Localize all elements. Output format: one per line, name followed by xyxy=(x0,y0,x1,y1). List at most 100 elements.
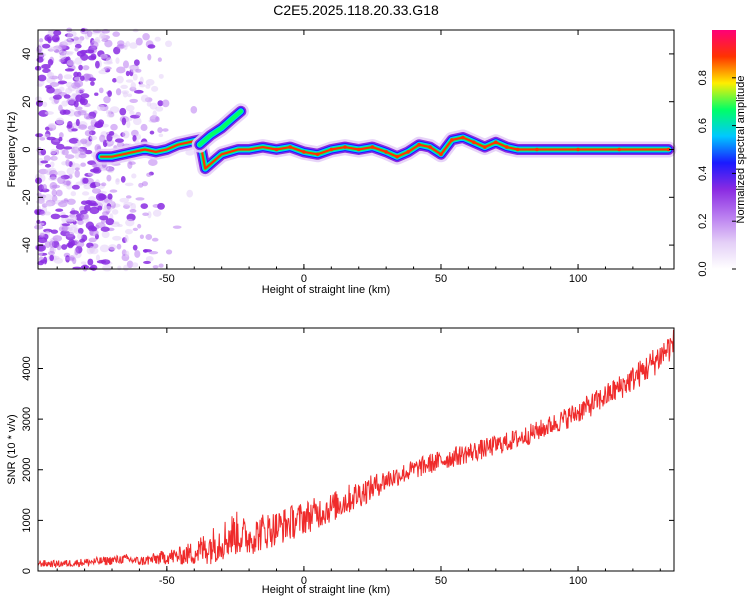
noise-blob xyxy=(151,237,159,242)
noise-blob xyxy=(100,226,110,232)
noise-blob xyxy=(35,133,44,138)
noise-blob xyxy=(59,214,69,219)
ridge-peak-dot xyxy=(417,142,421,147)
noise-blob xyxy=(44,241,51,249)
noise-blob xyxy=(121,117,127,126)
noise-blob xyxy=(48,122,57,129)
noise-blob xyxy=(66,98,77,105)
noise-blob xyxy=(147,53,152,61)
noise-blob xyxy=(38,168,49,175)
noise-blob xyxy=(85,115,94,120)
noise-blob xyxy=(44,111,54,115)
noise-blob xyxy=(33,224,44,230)
noise-blob xyxy=(37,74,47,82)
snr-frame xyxy=(37,327,675,572)
noise-blob xyxy=(63,94,71,99)
noise-blob xyxy=(158,133,164,138)
noise-blob xyxy=(82,65,90,71)
noise-blob xyxy=(109,106,120,114)
noise-blob xyxy=(53,45,63,54)
noise-blob xyxy=(38,38,44,43)
noise-blob xyxy=(130,82,136,90)
x-tick-label: 50 xyxy=(435,575,447,587)
noise-blob xyxy=(84,129,93,137)
ridge-peak-dot xyxy=(461,135,465,140)
noise-blob xyxy=(115,75,124,84)
noise-blob xyxy=(165,40,173,48)
noise-blob xyxy=(99,53,108,59)
noise-blob xyxy=(55,117,65,125)
noise-blob xyxy=(75,94,83,102)
figure-title: C2E5.2025.118.20.33.G18 xyxy=(273,2,439,18)
colorbar-ticks: 0.0 0.2 0.4 0.6 0.8 xyxy=(697,70,736,277)
noise-blob xyxy=(55,143,65,150)
noise-blob xyxy=(78,124,88,130)
noise-blob xyxy=(66,167,75,176)
noise-blob xyxy=(134,250,141,258)
noise-blob xyxy=(57,201,68,208)
noise-blob xyxy=(56,244,62,251)
noise-blob xyxy=(46,136,56,141)
ridge-peak-dot xyxy=(483,145,487,149)
noise-blob xyxy=(145,234,153,240)
noise-blob xyxy=(65,154,75,159)
noise-blob xyxy=(115,88,122,96)
noise-blob xyxy=(140,94,149,103)
noise-blob xyxy=(90,41,99,49)
noise-blob xyxy=(124,228,133,235)
noise-blob xyxy=(172,225,182,229)
ridge-peak-dot xyxy=(428,145,432,149)
noise-blob xyxy=(125,79,134,83)
y-tick-label: 4000 xyxy=(21,356,33,380)
noise-blob xyxy=(137,223,142,229)
noise-blob xyxy=(103,96,111,104)
noise-blob xyxy=(124,182,134,187)
noise-blob xyxy=(129,42,138,49)
noise-blob xyxy=(74,146,81,150)
spectrogram-ridge xyxy=(93,103,677,177)
noise-blob xyxy=(65,231,75,238)
noise-blob xyxy=(95,222,106,229)
noise-blob xyxy=(68,137,79,144)
ridge-peak-dot xyxy=(494,140,498,145)
noise-blob xyxy=(81,191,90,196)
noise-blob xyxy=(89,168,100,173)
noise-blob xyxy=(122,130,130,139)
noise-blob xyxy=(66,81,74,88)
noise-blob xyxy=(90,118,97,122)
noise-blob xyxy=(101,38,109,43)
noise-blob xyxy=(105,218,115,226)
noise-blob xyxy=(99,215,109,221)
noise-blob xyxy=(69,224,78,228)
noise-blob xyxy=(151,85,159,92)
noise-blob xyxy=(116,224,123,228)
noise-blob xyxy=(112,235,122,241)
noise-blob xyxy=(149,115,159,123)
noise-blob xyxy=(145,256,154,262)
ridge-peak-dot xyxy=(370,145,375,149)
noise-blob xyxy=(101,230,110,239)
noise-blob xyxy=(86,30,93,38)
noise-blob xyxy=(146,101,152,107)
noise-blob xyxy=(97,205,103,211)
noise-blob xyxy=(45,84,53,89)
noise-blob xyxy=(112,78,117,83)
noise-blob xyxy=(76,50,86,57)
noise-blob xyxy=(77,227,84,235)
noise-blob xyxy=(95,254,101,261)
noise-blob xyxy=(110,123,118,131)
ridge-peak-dot xyxy=(329,147,334,152)
noise-blob xyxy=(77,110,87,116)
noise-blob xyxy=(74,170,80,178)
noise-blob xyxy=(36,46,42,53)
noise-blob xyxy=(80,200,88,205)
noise-blob xyxy=(75,118,80,127)
noise-blob xyxy=(49,169,58,177)
noise-blob xyxy=(107,90,112,98)
noise-blob xyxy=(90,53,97,60)
noise-blob xyxy=(158,73,164,79)
noise-blob xyxy=(51,195,58,202)
noise-blob xyxy=(98,33,107,40)
noise-blob xyxy=(74,247,79,256)
